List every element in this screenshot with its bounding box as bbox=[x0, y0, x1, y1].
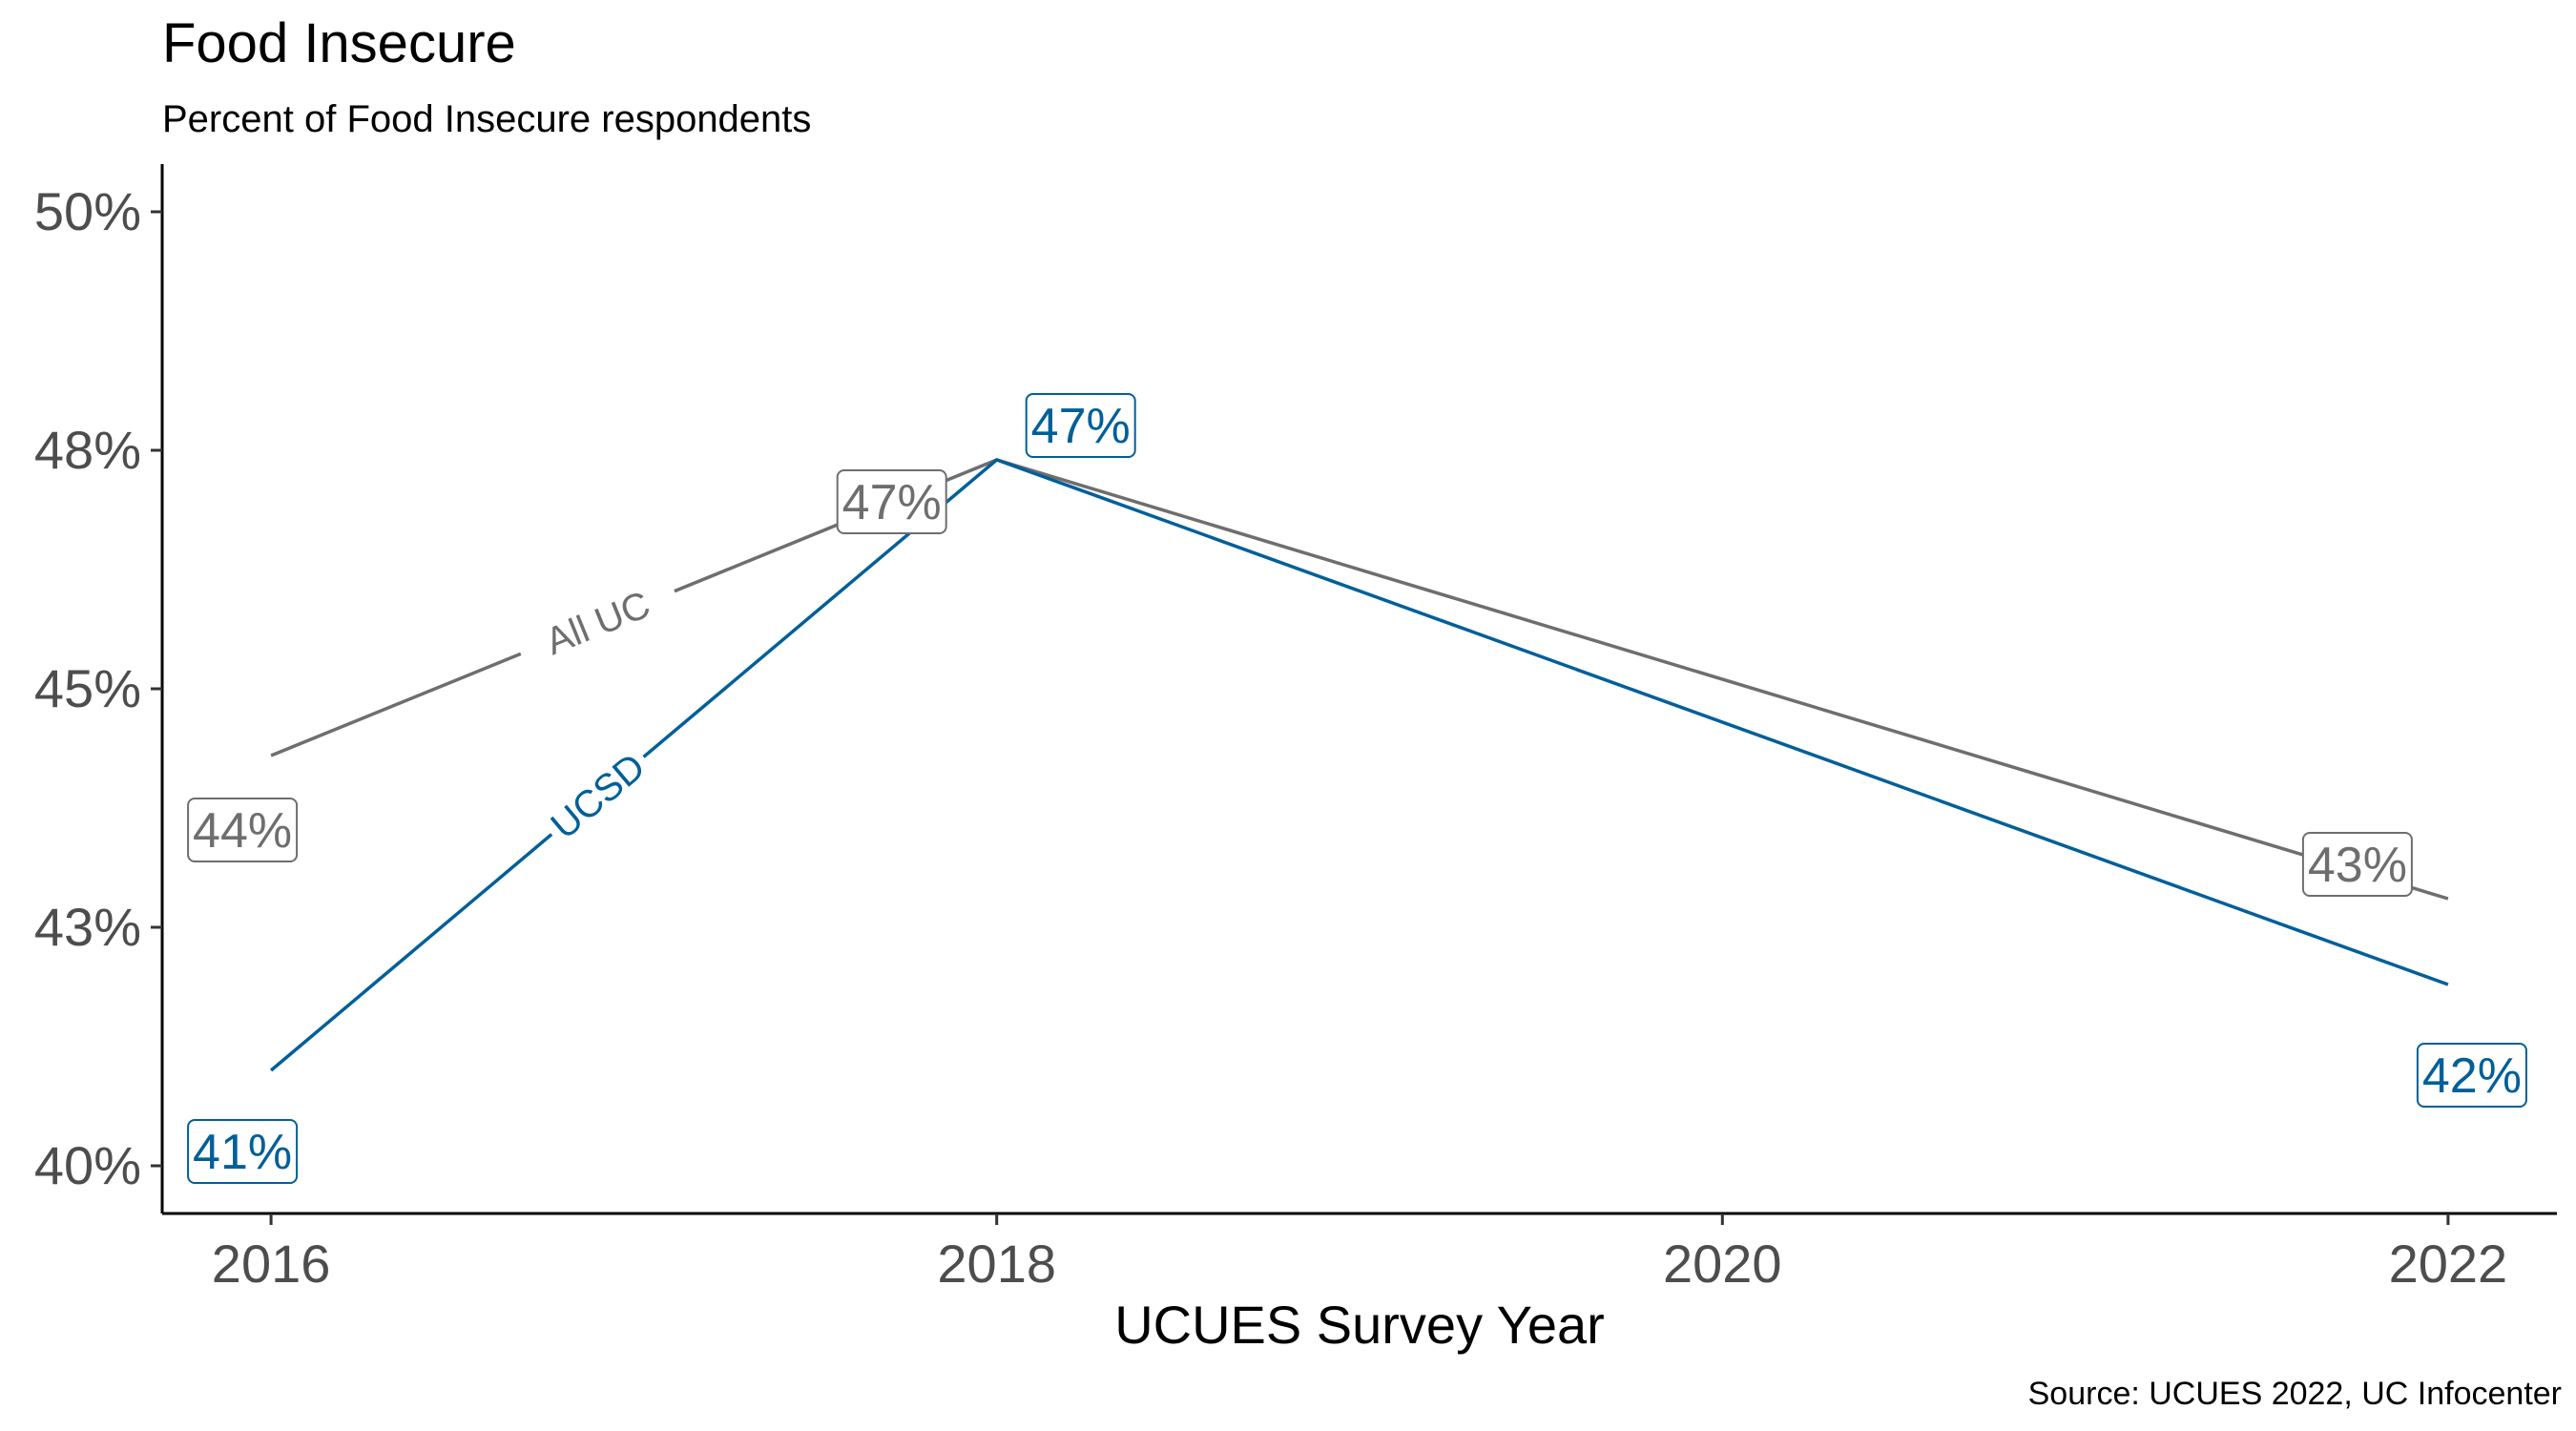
series-label-gap bbox=[534, 736, 661, 855]
x-tick-label: 2016 bbox=[212, 1234, 331, 1294]
x-tick-label: 2020 bbox=[1663, 1234, 1782, 1294]
data-label-box bbox=[836, 469, 947, 534]
chart-caption: Source: UCUES 2022, UC Infocenter bbox=[2028, 1376, 2562, 1412]
series-label-gap bbox=[510, 566, 685, 679]
chart-title: Food Insecure bbox=[162, 12, 516, 74]
data-label: 42% bbox=[2416, 1043, 2527, 1108]
y-tick-label: 40% bbox=[34, 1135, 141, 1195]
y-tick-label: 48% bbox=[34, 420, 141, 480]
data-label-box bbox=[2301, 832, 2413, 897]
y-tick-label: 50% bbox=[34, 181, 141, 241]
data-label: 44% bbox=[187, 798, 299, 862]
data-label-box bbox=[187, 798, 299, 862]
y-tick-label: 45% bbox=[34, 658, 141, 718]
data-label-text: 44% bbox=[193, 803, 292, 859]
data-label-box bbox=[2416, 1043, 2527, 1108]
x-axis-title: UCUES Survey Year bbox=[1114, 1295, 1605, 1355]
data-label: 43% bbox=[2301, 832, 2413, 897]
plot-area: 40% 43% 45% 48% 50% 2016 2018 2020 2022 All UCUCS… bbox=[34, 164, 2557, 1294]
data-label-box bbox=[1025, 393, 1136, 458]
data-label-text: 47% bbox=[842, 475, 942, 530]
series-line bbox=[270, 458, 2449, 901]
data-label-text: 47% bbox=[1031, 399, 1131, 454]
x-tick-label: 2018 bbox=[937, 1234, 1056, 1294]
y-tick-label: 43% bbox=[34, 897, 141, 957]
chart-subtitle: Percent of Food Insecure respondents bbox=[162, 98, 811, 140]
series-ucsd: UCSD bbox=[269, 458, 2449, 1072]
data-label-text: 41% bbox=[193, 1125, 292, 1180]
x-tick-label: 2022 bbox=[2389, 1234, 2508, 1294]
series-line bbox=[269, 458, 2449, 1072]
data-label-text: 43% bbox=[2308, 838, 2407, 893]
data-label-box bbox=[187, 1119, 299, 1184]
data-label-text: 42% bbox=[2422, 1048, 2522, 1104]
data-label: 41% bbox=[187, 1119, 299, 1184]
series-all-uc: All UC bbox=[270, 458, 2449, 901]
data-label: 47% bbox=[836, 469, 947, 534]
data-label: 47% bbox=[1025, 393, 1136, 458]
